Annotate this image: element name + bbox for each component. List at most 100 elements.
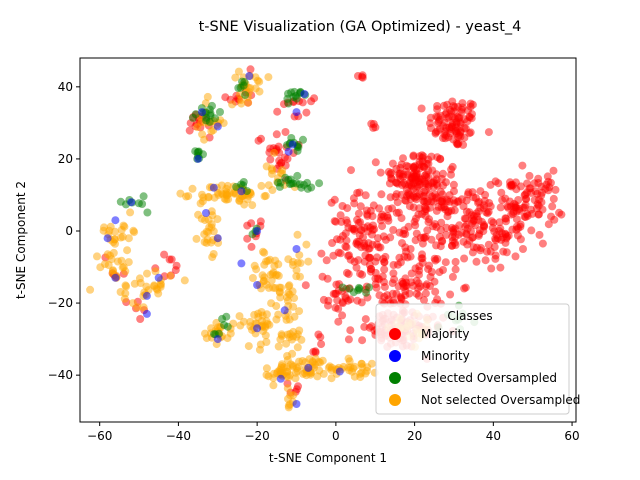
- data-point: [441, 205, 450, 214]
- data-point: [406, 245, 415, 253]
- data-point: [269, 369, 278, 378]
- data-point: [234, 67, 243, 76]
- data-point: [212, 318, 221, 327]
- data-point: [194, 210, 203, 219]
- data-point: [277, 330, 286, 339]
- data-point: [259, 247, 267, 256]
- y-tick-label: −40: [48, 368, 73, 382]
- data-point: [414, 210, 423, 219]
- data-point: [430, 277, 439, 286]
- data-point: [154, 289, 163, 298]
- data-point: [246, 65, 255, 74]
- data-point: [433, 102, 442, 110]
- data-point: [269, 381, 278, 390]
- data-point: [251, 84, 260, 93]
- data-point: [264, 256, 273, 265]
- data-point: [427, 268, 436, 276]
- data-point: [119, 263, 128, 271]
- data-point: [388, 289, 397, 298]
- x-tick-label: 40: [486, 429, 501, 443]
- data-point: [442, 223, 451, 232]
- data-point: [424, 218, 433, 227]
- data-point: [273, 107, 282, 116]
- data-point: [304, 257, 313, 266]
- data-point: [219, 119, 228, 128]
- data-point: [299, 135, 307, 144]
- data-point: [228, 100, 237, 109]
- data-point: [317, 340, 326, 349]
- data-point: [356, 202, 365, 211]
- data-point: [329, 289, 338, 298]
- data-point: [510, 203, 519, 212]
- data-point: [270, 148, 279, 157]
- data-point: [322, 256, 331, 265]
- data-point: [262, 370, 271, 379]
- ticks-layer: −60 −40 −20 0 20 40 60 −40 −20 0 20 40: [48, 80, 580, 443]
- data-point: [301, 281, 310, 290]
- data-point: [344, 270, 353, 279]
- data-point: [530, 196, 539, 204]
- data-point: [139, 192, 148, 201]
- data-point: [154, 273, 163, 282]
- data-point: [518, 161, 527, 170]
- data-point: [130, 228, 139, 237]
- data-point: [406, 252, 415, 261]
- data-point: [451, 257, 460, 266]
- data-point: [458, 99, 467, 108]
- legend-marker: [389, 328, 401, 340]
- data-point: [469, 243, 478, 252]
- data-point: [202, 113, 211, 122]
- data-point: [356, 373, 365, 382]
- data-point: [449, 180, 458, 189]
- data-point: [124, 258, 133, 267]
- data-point: [392, 178, 401, 187]
- data-point: [346, 326, 355, 335]
- data-point: [431, 287, 440, 296]
- data-point: [414, 177, 423, 186]
- legend-marker: [389, 372, 401, 384]
- data-point: [397, 293, 406, 302]
- data-point: [116, 288, 125, 296]
- data-point: [450, 103, 459, 112]
- data-point: [459, 140, 468, 149]
- data-point: [360, 322, 369, 331]
- data-point: [521, 200, 530, 209]
- data-point: [185, 126, 194, 135]
- data-point: [535, 230, 544, 239]
- data-point: [208, 101, 216, 110]
- data-point: [468, 100, 477, 109]
- data-point: [357, 226, 366, 235]
- legend-box: [375, 303, 570, 415]
- data-point: [376, 216, 385, 225]
- data-point: [300, 90, 309, 98]
- data-point: [399, 154, 407, 163]
- data-point: [276, 374, 285, 383]
- data-point: [428, 166, 437, 175]
- data-point: [457, 228, 466, 237]
- data-point: [142, 291, 151, 300]
- data-point: [338, 232, 347, 240]
- data-point: [276, 178, 285, 187]
- data-point: [315, 179, 324, 188]
- data-point: [431, 194, 440, 203]
- data-point: [534, 201, 543, 210]
- y-tick-label: 40: [58, 80, 73, 94]
- data-point: [358, 336, 367, 345]
- data-point: [435, 268, 444, 277]
- data-point: [268, 269, 277, 278]
- data-point: [448, 162, 457, 171]
- data-point: [166, 271, 175, 280]
- legend-title: Classes: [447, 309, 492, 323]
- data-point: [237, 259, 246, 268]
- data-point: [421, 205, 430, 213]
- data-point: [208, 211, 217, 220]
- data-point: [429, 178, 438, 187]
- data-point: [376, 168, 385, 177]
- data-point: [136, 279, 145, 287]
- data-point: [377, 190, 386, 199]
- legend-label: Not selected Oversampled: [421, 393, 580, 407]
- data-point: [337, 217, 346, 226]
- data-point: [436, 155, 445, 164]
- data-point: [331, 217, 340, 226]
